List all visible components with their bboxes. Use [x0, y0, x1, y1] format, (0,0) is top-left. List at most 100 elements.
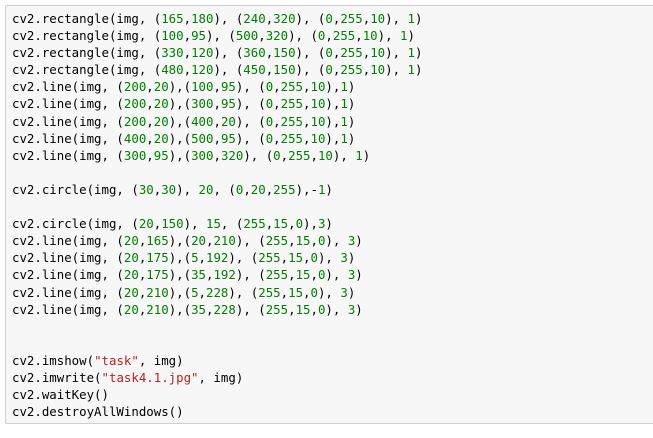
- number-literal: 255: [243, 216, 266, 232]
- number-literal: 1: [340, 96, 348, 112]
- number-literal: 300: [191, 147, 214, 163]
- number-literal: 0: [317, 301, 326, 317]
- number-literal: 0: [265, 79, 274, 95]
- number-literal: 0: [310, 250, 318, 266]
- number-literal: 500: [191, 130, 214, 146]
- code-line[interactable]: cv2.rectangle(img, (330,120), (360,150),…: [12, 45, 423, 61]
- number-literal: 1: [340, 79, 348, 95]
- number-literal: 20: [123, 233, 139, 249]
- number-literal: 150: [161, 216, 184, 232]
- code-line[interactable]: cv2.line(img, (20,210),(35,228), (255,15…: [12, 301, 363, 317]
- number-literal: 1: [317, 181, 326, 197]
- number-literal: 255: [280, 96, 304, 112]
- number-literal: 1: [400, 28, 408, 44]
- number-literal: 0: [265, 96, 274, 112]
- code-line[interactable]: cv2.line(img, (20,165),(20,210), (255,15…: [12, 233, 363, 249]
- number-literal: 255: [280, 79, 304, 95]
- code-line[interactable]: cv2.line(img, (20,210),(5,228), (255,15,…: [12, 284, 356, 300]
- number-literal: 0: [325, 11, 333, 26]
- number-literal: 20: [153, 96, 169, 112]
- code-line[interactable]: cv2.rectangle(img, (165,180), (240,320),…: [12, 11, 423, 26]
- code-line[interactable]: cv2.rectangle(img, (480,120), (450,150),…: [12, 62, 423, 78]
- number-literal: 210: [213, 233, 236, 249]
- number-literal: 228: [206, 284, 229, 300]
- number-literal: 95: [220, 96, 236, 112]
- code-line[interactable]: cv2.destroyAllWindows(): [12, 404, 184, 420]
- number-literal: 20: [153, 113, 169, 129]
- code-line[interactable]: cv2.circle(img, (20,150), 15, (255,15,0)…: [12, 216, 333, 232]
- number-literal: 1: [340, 130, 348, 146]
- number-literal: 0: [265, 130, 274, 146]
- number-literal: 480: [161, 62, 184, 78]
- number-literal: 3: [347, 267, 356, 283]
- code-line[interactable]: cv2.line(img, (200,20),(300,95), (0,255,…: [12, 96, 356, 112]
- number-literal: 35: [191, 267, 206, 283]
- number-literal: 20: [123, 250, 139, 266]
- code-line[interactable]: cv2.line(img, (200,20),(400,20), (0,255,…: [12, 113, 356, 129]
- number-literal: 1: [340, 113, 348, 129]
- code-line[interactable]: cv2.line(img, (200,20),(100,95), (0,255,…: [12, 79, 356, 95]
- number-literal: 15: [295, 267, 311, 283]
- number-literal: 100: [191, 79, 214, 95]
- number-literal: 255: [332, 28, 356, 44]
- number-literal: 255: [265, 233, 289, 249]
- code-line[interactable]: [12, 335, 422, 352]
- number-literal: 120: [191, 62, 214, 78]
- number-literal: 330: [161, 45, 184, 61]
- number-literal: 0: [295, 216, 304, 232]
- code-line[interactable]: cv2.line(img, (400,20),(500,95), (0,255,…: [12, 130, 356, 146]
- number-literal: 20: [153, 79, 169, 95]
- number-literal: 95: [191, 28, 206, 44]
- code-line[interactable]: cv2.imshow("task", img): [12, 352, 184, 368]
- string-literal: "task": [94, 352, 139, 368]
- number-literal: 1: [355, 147, 363, 163]
- number-literal: 20: [123, 301, 139, 317]
- number-literal: 255: [340, 62, 363, 78]
- code-line[interactable]: cv2.line(img, (20,175),(35,192), (255,15…: [12, 267, 363, 283]
- number-literal: 255: [288, 147, 311, 163]
- number-literal: 20: [138, 216, 154, 232]
- number-literal: 95: [153, 147, 169, 163]
- code-line[interactable]: cv2.circle(img, (30,30), 20, (0,20,255),…: [12, 181, 333, 197]
- code-line[interactable]: [12, 318, 422, 335]
- code-line[interactable]: [12, 198, 422, 215]
- number-literal: 15: [295, 301, 311, 317]
- code-line[interactable]: cv2.waitKey(): [12, 387, 109, 403]
- number-literal: 3: [347, 301, 356, 317]
- number-literal: 5: [191, 284, 199, 300]
- number-literal: 30: [138, 181, 154, 197]
- number-literal: 0: [317, 267, 326, 283]
- number-literal: 20: [198, 181, 214, 197]
- number-literal: 255: [280, 130, 304, 146]
- code-line[interactable]: cv2.line(img, (300,95),(300,320), (0,255…: [12, 147, 371, 163]
- number-literal: 255: [265, 267, 289, 283]
- code-line[interactable]: cv2.imwrite("task4.1.jpg", img): [12, 369, 244, 385]
- number-literal: 20: [153, 130, 169, 146]
- number-literal: 10: [310, 113, 326, 129]
- number-literal: 300: [191, 96, 214, 112]
- number-literal: 0: [317, 233, 326, 249]
- code-line[interactable]: cv2.line(img, (20,175),(5,192), (255,15,…: [12, 250, 356, 266]
- number-literal: 200: [123, 113, 147, 129]
- number-literal: 3: [347, 233, 356, 249]
- code-line[interactable]: cv2.rectangle(img, (100,95), (500,320), …: [12, 28, 415, 44]
- number-literal: 30: [161, 181, 177, 197]
- number-literal: 0: [235, 181, 244, 197]
- number-literal: 100: [161, 28, 184, 44]
- number-literal: 10: [370, 45, 386, 61]
- number-literal: 210: [146, 301, 169, 317]
- number-literal: 0: [317, 28, 326, 44]
- code-editor[interactable]: cv2.rectangle(img, (165,180), (240,320),…: [12, 10, 422, 420]
- number-literal: 3: [340, 250, 348, 266]
- number-literal: 15: [295, 233, 311, 249]
- number-literal: 180: [191, 11, 214, 26]
- number-literal: 150: [273, 62, 296, 78]
- number-literal: 0: [325, 62, 333, 78]
- number-literal: 255: [340, 11, 363, 26]
- number-literal: 175: [146, 267, 169, 283]
- number-literal: 255: [280, 113, 304, 129]
- code-line[interactable]: [12, 164, 422, 181]
- code-cell[interactable]: cv2.rectangle(img, (165,180), (240,320),…: [5, 5, 653, 424]
- number-literal: 165: [146, 233, 169, 249]
- number-literal: 360: [243, 45, 266, 61]
